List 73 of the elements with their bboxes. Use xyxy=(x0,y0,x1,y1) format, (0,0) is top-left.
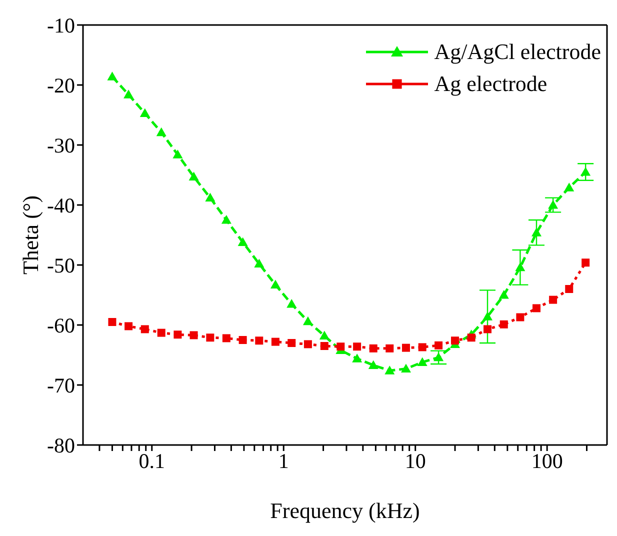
point xyxy=(386,344,394,352)
y-tick-label: -30 xyxy=(47,133,75,158)
point xyxy=(254,258,264,268)
point xyxy=(368,360,378,369)
point xyxy=(369,344,378,352)
x-tick-label: 100 xyxy=(531,448,563,473)
point xyxy=(172,150,183,158)
point xyxy=(304,340,312,348)
point xyxy=(482,312,493,320)
point xyxy=(516,313,524,322)
point xyxy=(434,341,443,350)
point xyxy=(286,299,297,308)
y-tick-label: -10 xyxy=(47,13,75,38)
point xyxy=(580,167,591,176)
point xyxy=(238,237,248,246)
point xyxy=(107,72,118,80)
point xyxy=(124,322,133,330)
point xyxy=(238,336,247,344)
point xyxy=(288,339,296,347)
point xyxy=(108,318,116,326)
point xyxy=(320,342,328,350)
point xyxy=(205,192,216,202)
point xyxy=(515,262,526,272)
legend-label: Ag/AgCl electrode xyxy=(434,39,601,65)
point xyxy=(565,285,574,293)
point xyxy=(549,296,558,304)
x-axis-title: Frequency (kHz) xyxy=(270,498,420,523)
point xyxy=(498,290,509,299)
point xyxy=(270,280,280,289)
x-tick-label: 10 xyxy=(404,448,426,473)
y-tick-label: -80 xyxy=(47,433,75,458)
point xyxy=(174,330,182,339)
legend-label: Ag electrode xyxy=(434,71,548,97)
point xyxy=(190,331,198,340)
x-tick-label: 1 xyxy=(278,448,289,473)
y-tick-label: -60 xyxy=(47,313,75,338)
y-axis-title: Theta (°) xyxy=(18,195,43,275)
point xyxy=(271,338,280,346)
point xyxy=(434,352,444,362)
x-tick-label: 0.1 xyxy=(138,448,166,473)
point xyxy=(532,304,540,312)
point xyxy=(500,320,508,328)
point xyxy=(206,334,214,342)
point xyxy=(156,127,166,136)
point xyxy=(124,90,134,98)
point xyxy=(336,342,345,351)
y-tick-label: -40 xyxy=(47,193,75,218)
point xyxy=(188,172,199,181)
y-tick-label: -50 xyxy=(47,253,75,278)
point xyxy=(417,357,428,366)
point xyxy=(157,328,166,337)
point xyxy=(402,344,410,352)
point xyxy=(400,364,411,373)
point xyxy=(467,334,476,342)
point xyxy=(353,342,362,351)
point xyxy=(451,336,460,345)
point xyxy=(564,182,574,192)
point xyxy=(352,354,362,362)
point xyxy=(302,316,313,326)
point xyxy=(221,215,232,224)
point xyxy=(384,366,395,374)
point xyxy=(582,258,590,267)
point xyxy=(418,343,426,352)
point xyxy=(222,334,230,342)
point xyxy=(548,200,558,209)
point xyxy=(140,108,150,117)
y-tick-label: -20 xyxy=(47,73,75,98)
point xyxy=(531,228,542,236)
point xyxy=(255,336,264,345)
point xyxy=(140,325,149,334)
point xyxy=(319,330,330,340)
point xyxy=(484,325,492,334)
y-tick-label: -70 xyxy=(47,373,75,398)
